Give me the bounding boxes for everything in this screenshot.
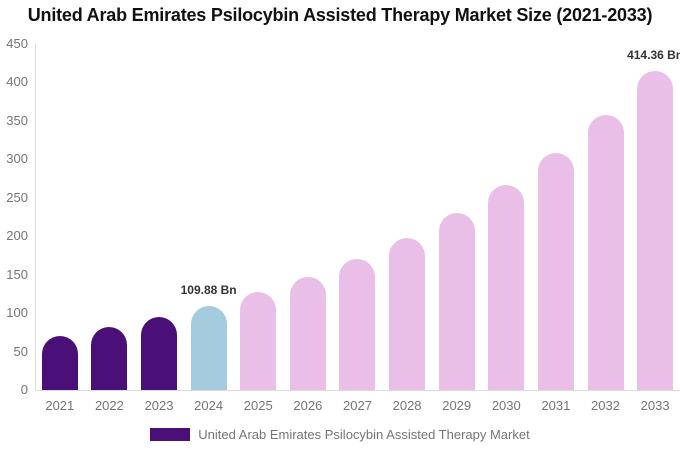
- bar-slot: [432, 44, 482, 390]
- y-tick-label: 100: [6, 305, 28, 321]
- chart-title: United Arab Emirates Psilocybin Assisted…: [27, 5, 653, 25]
- x-tick-label-2023: 2023: [144, 398, 174, 413]
- x-tick-label-2030: 2030: [491, 398, 521, 413]
- bar-2031[interactable]: [537, 152, 574, 390]
- bar-slot: [134, 44, 184, 390]
- bar-2023[interactable]: [141, 317, 178, 390]
- y-axis-line: [35, 44, 36, 390]
- bar-2021[interactable]: [41, 335, 78, 390]
- x-tick-label-2032: 2032: [591, 398, 620, 413]
- y-tick-label: 0: [20, 382, 28, 397]
- bar-2027[interactable]: [339, 258, 376, 390]
- bar-slot: [382, 44, 432, 390]
- bar-2022[interactable]: [91, 327, 128, 390]
- x-tick-label-2027: 2027: [343, 398, 372, 413]
- bar-2024[interactable]: [190, 305, 227, 390]
- x-tick-label-2022: 2022: [94, 398, 124, 413]
- bar-slot: [333, 44, 383, 390]
- bar-2025[interactable]: [240, 292, 277, 390]
- legend[interactable]: United Arab Emirates Psilocybin Assisted…: [0, 426, 680, 442]
- bar-2032[interactable]: [587, 115, 624, 390]
- x-tick-label-2021: 2021: [45, 398, 75, 413]
- y-axis: 0 50 100 150 200 250 300 350 400 450: [0, 37, 30, 397]
- bar-value-label-2024: 109.88 Bn: [180, 282, 237, 297]
- bar-value-label-2033: 414.36 Bn: [627, 48, 680, 63]
- bar-2030[interactable]: [488, 185, 525, 390]
- bar-2028[interactable]: [389, 237, 426, 390]
- y-tick-label: 200: [6, 228, 28, 244]
- bar-2026[interactable]: [289, 276, 326, 390]
- y-tick-label: 50: [13, 343, 28, 359]
- y-tick-label: 300: [6, 151, 28, 167]
- bar-slot: [283, 44, 333, 390]
- bar-2033[interactable]: [637, 71, 674, 390]
- x-tick-label-2033: 2033: [640, 398, 670, 413]
- x-axis-line: [35, 390, 680, 391]
- legend-swatch-icon: [150, 427, 191, 441]
- x-tick-label-2028: 2028: [392, 398, 422, 413]
- x-tick-label-2031: 2031: [541, 398, 571, 413]
- y-tick-label: 350: [6, 112, 28, 128]
- x-tick-label-2026: 2026: [293, 398, 323, 413]
- y-tick-label: 150: [6, 266, 28, 282]
- bar-slot: [581, 44, 631, 390]
- bar-2029[interactable]: [438, 213, 475, 390]
- x-tick-label-2025: 2025: [243, 398, 273, 413]
- bar-slot: [481, 44, 531, 390]
- bar-slot: [85, 44, 135, 390]
- x-tick-label-2029: 2029: [442, 398, 472, 413]
- y-tick-label: 450: [6, 36, 28, 51]
- x-tick-label-2024: 2024: [194, 398, 224, 413]
- y-tick-label: 250: [6, 189, 28, 205]
- bar-slot: 109.88 Bn: [180, 44, 237, 390]
- bar-slot: [531, 44, 581, 390]
- bar-slot: [35, 44, 85, 390]
- legend-label: United Arab Emirates Psilocybin Assisted…: [198, 426, 530, 442]
- plot-area: 109.88 Bn 414.36 Bn: [35, 44, 680, 390]
- bar-slot: 414.36 Bn: [627, 44, 680, 390]
- y-tick-label: 400: [6, 74, 28, 90]
- bar-slot: [233, 44, 283, 390]
- x-axis: 2021 2022 2023 2024 2025 2026 2027 2028 2029 2030…: [35, 398, 680, 413]
